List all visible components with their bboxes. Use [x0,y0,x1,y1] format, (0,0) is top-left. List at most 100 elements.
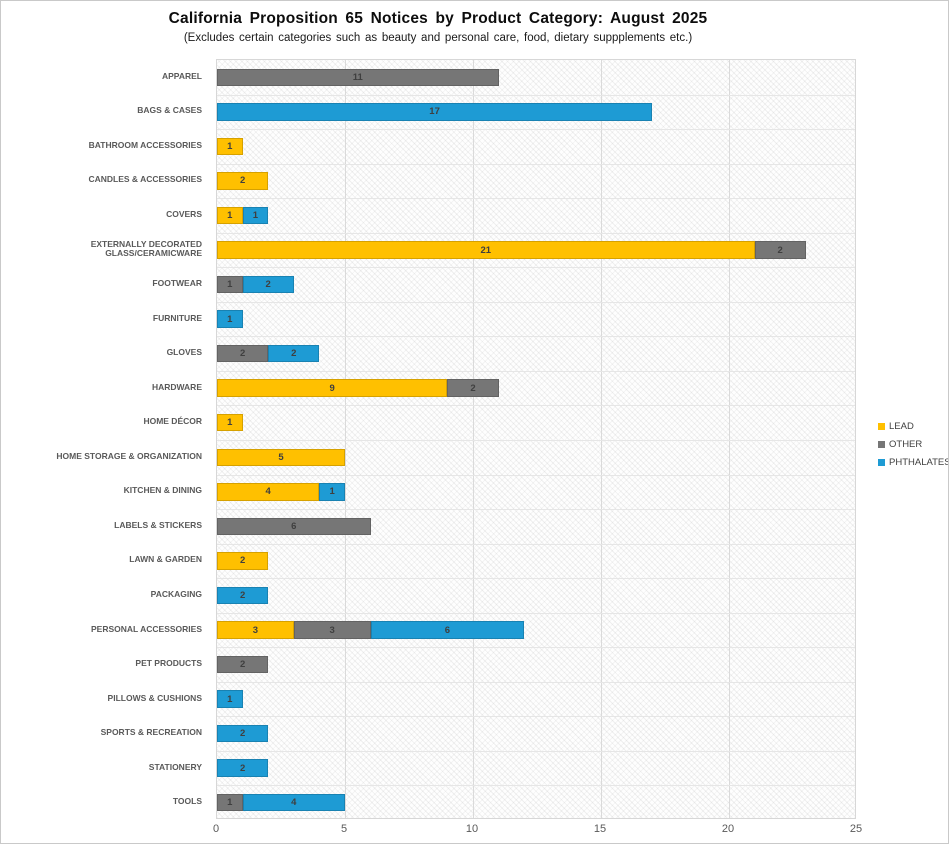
category-separator-line [217,440,855,441]
bar-segment-lead: 21 [217,241,755,259]
bar-value-label: 4 [265,486,271,498]
category-label: LABELS & STICKERS [114,519,202,530]
bar-value-label: 1 [227,693,233,705]
bar-value-label: 2 [777,244,783,256]
category-label: PILLOWS & CUSHIONS [107,692,202,703]
category-label: PACKAGING [150,588,202,599]
x-tick-label: 10 [465,823,479,835]
category-separator-line [217,336,855,338]
category-separator-line [217,163,855,165]
bar-segment-lead: 2 [217,552,269,570]
category-label: CANDLES & ACCESSORIES [88,174,202,185]
bar-value-label: 2 [470,382,476,394]
category-label: APPAREL [162,70,202,81]
legend: LEAD OTHER PHTHALATES [878,421,948,475]
category-separator-line [217,750,855,752]
category-label: KITCHEN & DINING [123,485,202,496]
category-separator-line [217,94,855,96]
bar-value-label: 5 [278,451,284,463]
category-separator-line [217,474,855,476]
bar-value-label: 17 [429,106,440,118]
category-separator-line [217,129,855,131]
x-tick-label: 25 [849,823,863,835]
category-label: BAGS & CASES [137,105,202,116]
bar-segment-phthalates: 2 [242,275,294,294]
legend-swatch [878,459,885,466]
chart-subtitle: (Excludes certain categories such as bea… [183,32,693,44]
legend-swatch [878,423,885,430]
bar-value-label: 3 [252,624,259,636]
bar-segment-lead: 4 [217,483,320,501]
bar-value-label: 9 [329,382,335,394]
category-separator-line [217,681,855,683]
category-label: BATHROOM ACCESSORIES [88,139,202,150]
category-label: COVERS [166,208,202,219]
legend-label: LEAD [889,421,914,432]
bar-segment-other: 2 [217,655,269,674]
category-label: LAWN & GARDEN [129,554,202,565]
bar-segment-lead: 5 [217,448,345,467]
category-label: FURNITURE [152,312,202,323]
bar-segment-phthalates: 1 [319,483,345,501]
category-label: HOME STORAGE & ORGANIZATION [56,450,202,461]
bar-segment-other: 2 [754,241,806,259]
bar-value-label: 1 [227,313,233,325]
category-label: PET PRODUCTS [135,658,202,669]
bar-segment-other: 11 [217,68,499,87]
category-separator-line [217,647,855,649]
bar-value-label: 2 [291,348,297,360]
category-separator-line [217,232,855,234]
category-separator-line [217,198,855,200]
bar-value-label: 3 [329,624,335,636]
x-tick-label: 20 [721,823,735,835]
category-separator-line [217,405,855,407]
bar-value-label: 2 [239,659,246,671]
category-separator-line [217,543,855,545]
bar-value-label: 1 [227,140,233,152]
category-label: GLOVES [166,347,202,358]
x-tick-label: 15 [593,823,607,835]
bar-value-label: 21 [480,244,492,256]
category-label: PERSONAL ACCESSORIES [91,623,202,634]
x-tick-label: 0 [212,823,220,835]
bar-segment-phthalates: 2 [268,344,320,363]
bar-value-label: 11 [352,71,363,83]
category-separator-line [217,509,855,511]
gridline [601,60,602,818]
plot-area: 11 17 1 2 1 1 21 2 1 2 1 2 2 9 2 1 5 4 1 6 2 2 3 3 6 2 1 2 2 1 4 [216,59,856,819]
bar-segment-phthalates: 1 [217,690,243,708]
bar-value-label: 2 [239,762,246,774]
category-separator-line [217,578,855,580]
category-separator-line [217,716,855,718]
category-separator-line [217,370,855,372]
bar-segment-other: 2 [217,344,269,363]
legend-label: OTHER [889,439,923,450]
bar-value-label: 2 [265,279,271,291]
category-label: TOOLS [172,796,202,807]
legend-item-lead: LEAD [878,421,948,432]
bar-segment-lead: 1 [217,413,243,432]
bar-segment-other: 3 [293,621,371,639]
bar-segment-phthalates: 6 [370,621,525,639]
bar-segment-lead: 3 [217,621,294,639]
bar-segment-lead: 1 [217,206,243,225]
legend-item-phthalates: PHTHALATES [878,457,948,468]
bar-segment-phthalates: 2 [217,759,269,777]
bar-segment-phthalates: 4 [242,793,345,812]
legend-swatch [878,441,885,448]
bar-segment-other: 2 [447,379,499,397]
bar-value-label: 1 [227,417,233,429]
category-separator-line [217,785,855,787]
bar-segment-lead: 2 [217,172,269,190]
category-separator-line [217,301,855,303]
gridline [345,60,346,818]
bar-value-label: 2 [239,348,246,360]
bar-segment-lead: 1 [217,137,243,156]
bar-value-label: 2 [239,589,246,601]
bar-segment-other: 1 [217,793,243,812]
bar-value-label: 2 [239,728,246,740]
bar-value-label: 1 [329,486,335,498]
legend-item-other: OTHER [878,439,948,450]
bar-value-label: 6 [291,520,297,532]
